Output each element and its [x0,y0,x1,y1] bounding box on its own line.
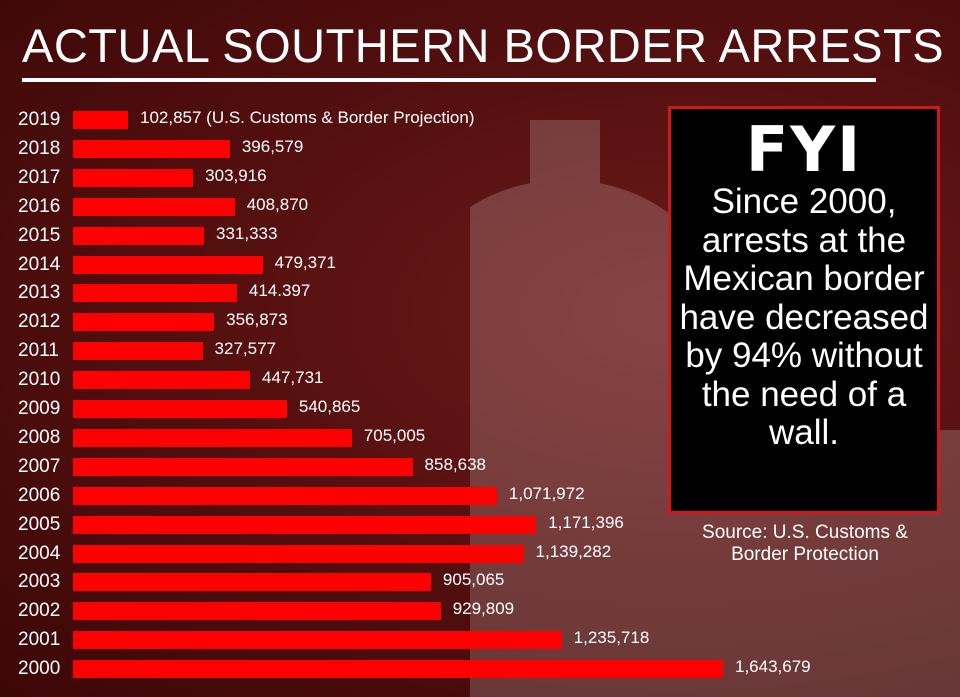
year-label-2014: 2014 [18,253,61,275]
year-label-2017: 2017 [18,166,61,188]
fyi-heading: FYI [745,113,863,186]
value-label-2012: 356,873 [226,310,288,330]
year-label-2007: 2007 [18,455,61,477]
bar-2006 [73,486,497,505]
bar-2005 [73,515,537,534]
value-label-2013: 414.397 [248,281,311,301]
bar-2012 [73,313,215,332]
bar-2007 [73,457,413,476]
value-label-2001: 1,235,718 [573,628,650,648]
value-label-2009: 540,865 [298,397,361,416]
year-label-2013: 2013 [18,282,61,304]
bar-2013 [73,284,237,303]
bar-2002 [73,602,441,621]
bar-2009 [73,400,287,418]
value-label-2004: 1,139,282 [535,541,612,561]
bar-2018 [73,139,230,158]
value-label-2018: 396,579 [241,136,304,156]
value-label-2002: 929,809 [452,599,515,619]
year-label-2009: 2009 [18,398,61,419]
bar-2016 [73,197,235,216]
year-label-2004: 2004 [18,542,61,564]
source-note: Source: U.S. Customs & Border Protection [702,522,908,565]
year-label-2006: 2006 [18,484,61,506]
value-label-2017: 303,916 [205,165,267,185]
year-label-2012: 2012 [18,311,61,333]
value-label-2000: 1,643,679 [735,657,811,677]
year-label-2016: 2016 [18,195,61,217]
year-label-2002: 2002 [18,600,61,622]
year-label-2005: 2005 [18,513,61,535]
year-label-2018: 2018 [18,137,61,159]
year-label-2010: 2010 [18,369,61,391]
bar-2017 [73,168,194,187]
title-underline [22,78,876,82]
value-label-2005: 1,171,396 [548,512,624,532]
year-label-2003: 2003 [18,571,61,593]
value-label-2015: 331,333 [216,223,278,243]
bar-2014 [73,255,263,274]
value-label-2008: 705,005 [363,425,426,445]
value-label-2011: 327,577 [214,339,276,359]
year-label-2000: 2000 [18,658,61,680]
bar-2000 [73,660,723,679]
year-label-2011: 2011 [18,340,59,362]
year-label-2008: 2008 [18,426,61,448]
bar-2010 [73,371,251,390]
bar-2015 [73,226,205,245]
fyi-body: Since 2000, arrests at the Mexican borde… [679,182,929,452]
value-label-2003: 905,065 [442,570,505,590]
value-label-2006: 1,071,972 [508,483,585,503]
value-label-2007: 858,638 [424,454,486,474]
bar-2001 [73,631,562,650]
value-label-2016: 408,870 [246,194,309,214]
bar-2019 [73,111,128,129]
value-label-2014: 479,371 [274,252,337,272]
chart-title: ACTUAL SOUTHERN BORDER ARRESTS [22,19,945,72]
bar-2003 [73,573,431,592]
value-label-2019: 102,857 (U.S. Customs & Border Projectio… [140,108,475,127]
bar-2011 [73,342,203,361]
value-label-2010: 447,731 [262,368,324,388]
bar-2004 [73,544,524,563]
year-label-2019: 2019 [18,109,61,130]
year-label-2015: 2015 [18,224,61,246]
fyi-box: FYI Since 2000, arrests at the Mexican b… [668,106,940,514]
year-label-2001: 2001 [18,629,61,651]
bar-2008 [73,428,352,447]
